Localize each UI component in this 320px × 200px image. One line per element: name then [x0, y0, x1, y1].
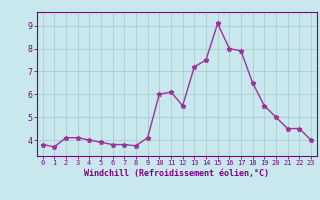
X-axis label: Windchill (Refroidissement éolien,°C): Windchill (Refroidissement éolien,°C): [84, 169, 269, 178]
